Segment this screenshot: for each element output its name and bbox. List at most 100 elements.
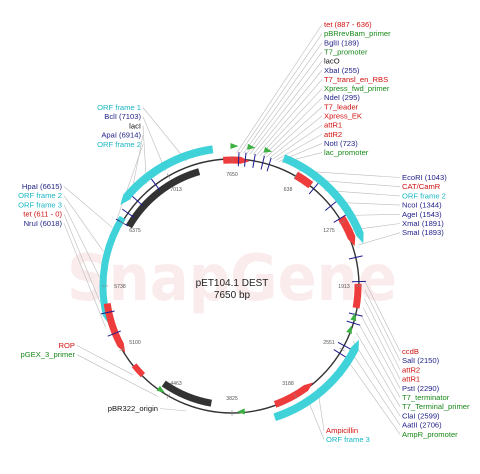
- top-label[interactable]: lacO: [324, 57, 340, 66]
- site-mark-10: [348, 312, 363, 317]
- top-label[interactable]: Xpress_EK: [324, 112, 362, 121]
- orf-frame-2b-feature: [99, 215, 126, 324]
- leader-line: [364, 298, 401, 371]
- leader-line: [76, 354, 158, 397]
- top-label[interactable]: BglII (189): [324, 38, 360, 47]
- top-label[interactable]: T7_leader: [324, 102, 359, 111]
- left-top-label[interactable]: ORF frame 1: [97, 103, 141, 112]
- right-lower-label[interactable]: AmpR_promoter: [402, 430, 458, 439]
- leader-line: [249, 60, 323, 155]
- top-label[interactable]: T7_promoter: [324, 47, 368, 56]
- bottom-right-label[interactable]: Ampicillin: [326, 426, 358, 435]
- leader-line: [63, 195, 104, 252]
- right-lower-label[interactable]: ClaI (2599): [402, 411, 440, 420]
- right-upper-label[interactable]: ORF frame 2: [402, 191, 446, 200]
- camr-feature: [338, 215, 356, 247]
- right-lower-label[interactable]: T7_terminator: [402, 393, 450, 402]
- xpress-fwd-primer-arrow: [263, 146, 273, 153]
- top-label[interactable]: XbaI (255): [324, 66, 360, 75]
- right-lower-label[interactable]: attR1: [402, 375, 420, 384]
- site-mark-19: [100, 310, 115, 315]
- right-upper-label[interactable]: NcoI (1344): [402, 201, 442, 210]
- top-label[interactable]: attR2: [324, 130, 342, 139]
- right-upper-label[interactable]: EcoRI (1043): [402, 173, 447, 182]
- leader-line: [76, 345, 134, 376]
- left-mid-label[interactable]: tet (611 - 0): [23, 210, 62, 219]
- left-mid-label[interactable]: NruI (6018): [24, 219, 63, 228]
- left-low-label[interactable]: pGEX_3_primer: [21, 350, 76, 359]
- right-upper-label[interactable]: CAT/CamR: [402, 182, 441, 191]
- leader-line: [63, 204, 100, 277]
- leader-line: [361, 316, 401, 389]
- top-label[interactable]: lac_promoter: [324, 148, 369, 157]
- orf-frame-2-feature: [282, 154, 364, 244]
- tick-label: 3825: [226, 396, 238, 402]
- bottom-left-label[interactable]: pBR322_origin: [108, 404, 158, 413]
- tick-label: 3188: [282, 381, 294, 387]
- left-mid-label[interactable]: ORF frame 2: [18, 191, 62, 200]
- right-lower-label[interactable]: T7_Terminal_primer: [402, 402, 470, 411]
- leader-line: [359, 324, 401, 398]
- top-label[interactable]: tet (887 - 636): [324, 20, 372, 29]
- site-mark-12: [337, 341, 351, 350]
- top-label[interactable]: pBRrevBam_primer: [324, 29, 391, 38]
- right-lower-label[interactable]: SalI (2150): [402, 356, 440, 365]
- tick-label: 7013: [170, 187, 182, 193]
- left-top-label[interactable]: ORF frame 2: [97, 140, 141, 149]
- leader-line: [364, 281, 401, 352]
- leader-line: [243, 42, 323, 154]
- top-label[interactable]: NotI (723): [324, 139, 358, 148]
- features: [99, 142, 366, 422]
- tick-label: 1913: [338, 284, 350, 290]
- leader-line: [159, 408, 187, 412]
- left-low-label[interactable]: ROP: [59, 341, 75, 350]
- site-mark-1: [244, 152, 247, 167]
- site-mark-11: [346, 320, 361, 326]
- right-lower-label[interactable]: attR2: [402, 365, 420, 374]
- leader-line: [63, 223, 106, 328]
- right-lower-label[interactable]: ccdB: [402, 347, 419, 356]
- right-upper-label[interactable]: XmaI (1891): [402, 219, 444, 228]
- site-mark-17: [150, 178, 161, 191]
- watermark: SnapGene: [67, 242, 397, 316]
- top-label[interactable]: attR1: [324, 121, 342, 130]
- t7-terminator-arrow: [350, 312, 357, 322]
- left-top-label[interactable]: BclI (7103): [104, 112, 141, 121]
- leader-line: [275, 134, 323, 161]
- site-mark-0: [237, 152, 240, 167]
- watermark-text: SnapGene: [67, 242, 397, 316]
- leader-line: [358, 232, 401, 246]
- leader-line: [256, 79, 323, 156]
- leader-line: [364, 289, 401, 361]
- tick-label: 5738: [114, 284, 126, 290]
- tick-mark: [119, 220, 125, 225]
- left-top-label[interactable]: ApaI (6914): [101, 131, 141, 140]
- leader-line: [63, 186, 113, 228]
- ampicillin-feature: [273, 382, 313, 408]
- right-lower-label[interactable]: PstI (2290): [402, 384, 440, 393]
- rop-feature: [131, 363, 146, 378]
- leader-line: [246, 51, 323, 154]
- site-mark-2: [252, 153, 256, 168]
- left-mid-label[interactable]: ORF frame 3: [18, 200, 62, 209]
- origin-arrow: [236, 408, 245, 415]
- ampr-promoter-arrow: [346, 325, 352, 334]
- position-ticks: 7650 638 1275 1913 2551 3188 3825 4463 5100 5738 6…: [102, 156, 362, 416]
- left-mid-label[interactable]: HpaI (6615): [22, 182, 63, 191]
- top-label[interactable]: Xpress_fwd_primer: [324, 84, 390, 93]
- right-lower-label[interactable]: AatII (2706): [402, 421, 442, 430]
- tick-label: 1275: [323, 228, 335, 234]
- top-label[interactable]: NdeI (295): [324, 93, 360, 102]
- bottom-right-label[interactable]: ORF frame 3: [326, 435, 370, 444]
- tick-label: 7650: [226, 172, 238, 178]
- top-label[interactable]: T7_transl_en_RBS: [324, 75, 388, 84]
- tick-mark: [293, 173, 298, 179]
- leader-line: [344, 356, 401, 435]
- left-top-label[interactable]: lacI: [129, 121, 141, 130]
- right-upper-label[interactable]: SmaI (1893): [402, 228, 444, 237]
- leader-line: [63, 213, 101, 303]
- leader-line: [142, 107, 187, 162]
- tick-mark: [166, 173, 171, 179]
- right-upper-label[interactable]: AgeI (1543): [402, 210, 442, 219]
